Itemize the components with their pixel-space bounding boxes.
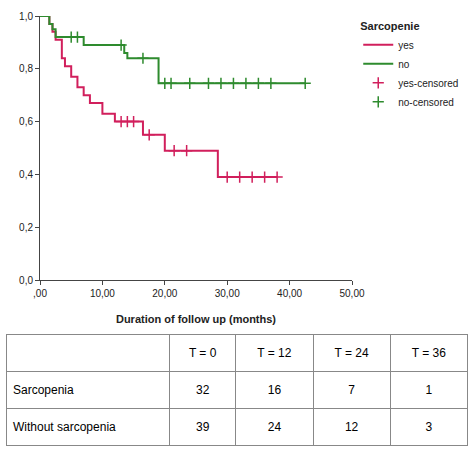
svg-text:Duration of follow up (months): Duration of follow up (months) [116, 313, 276, 325]
svg-text:50,00: 50,00 [339, 288, 364, 299]
html-text:3: 3 [425, 420, 433, 434]
svg-text:0,0: 0,0 [19, 275, 33, 286]
html-text:24: 24 [267, 420, 282, 434]
svg-text:no-censored: no-censored [398, 97, 454, 108]
html-text:T = 12: T = 12 [257, 346, 292, 360]
html-text:32: 32 [196, 383, 210, 397]
svg-text:40,00: 40,00 [277, 288, 302, 299]
svg-text:30,00: 30,00 [215, 288, 240, 299]
svg-text:10,00: 10,00 [90, 288, 115, 299]
svg-text:0,2: 0,2 [19, 222, 33, 233]
svg-text:20,00: 20,00 [152, 288, 177, 299]
svg-text:0,6: 0,6 [19, 116, 33, 127]
svg-text:0,4: 0,4 [19, 169, 33, 180]
html-text:39: 39 [196, 420, 210, 434]
html-text:T = 0: T = 0 [188, 346, 217, 360]
svg-text:,00: ,00 [33, 288, 47, 299]
svg-text:0,8: 0,8 [19, 63, 33, 74]
svg-text:Sarcopenie: Sarcopenie [360, 20, 419, 32]
html-text:7: 7 [348, 383, 355, 397]
html-text:Without sarcopenia: Without sarcopenia [13, 420, 116, 434]
svg-text:no: no [398, 59, 410, 70]
html-text:T = 24: T = 24 [334, 346, 369, 360]
svg-text:1,0: 1,0 [19, 11, 33, 22]
svg-text:yes: yes [398, 40, 414, 51]
html-text:12: 12 [344, 420, 359, 434]
html-text:1: 1 [425, 383, 433, 397]
html-text:16: 16 [267, 383, 282, 397]
html-text:T = 36: T = 36 [411, 346, 446, 360]
svg-text:yes-censored: yes-censored [398, 78, 458, 89]
html-text:Sarcopenia: Sarcopenia [13, 383, 74, 397]
